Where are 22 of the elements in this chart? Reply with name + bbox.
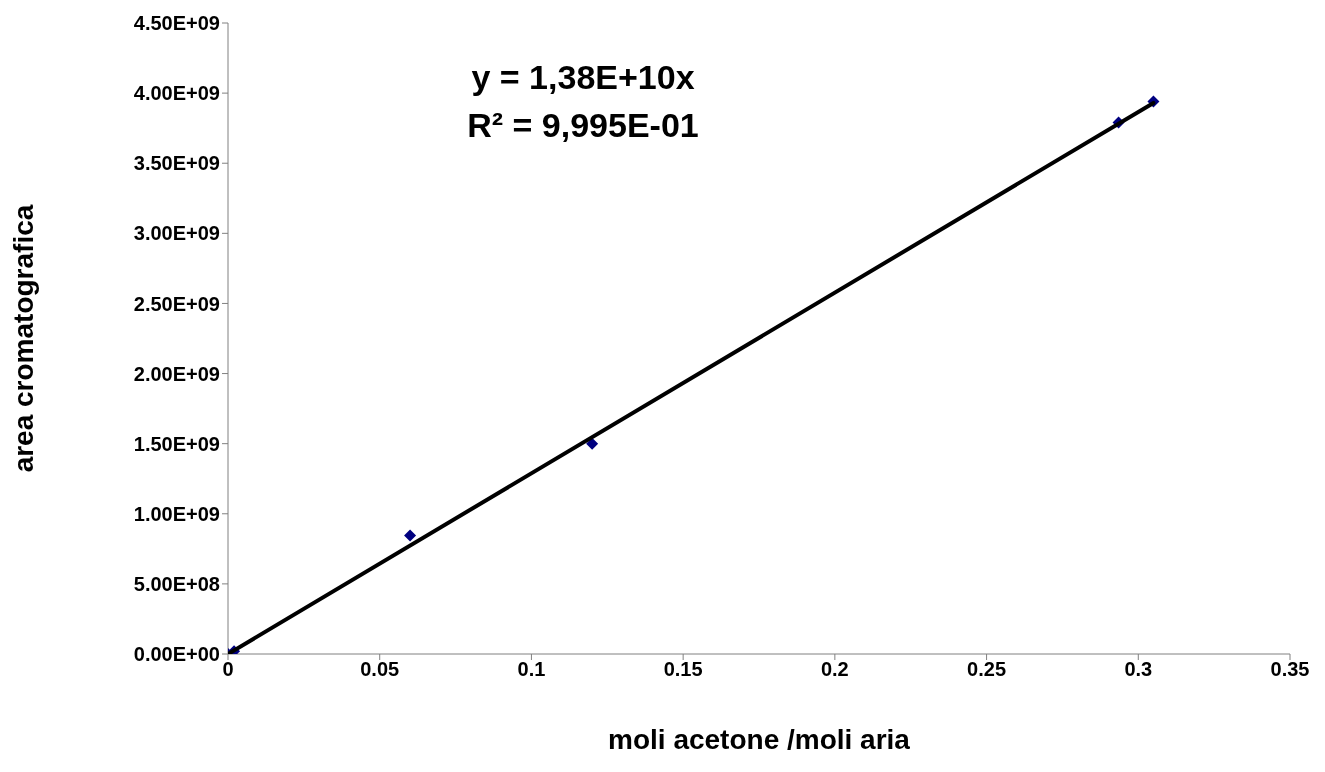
y-tick-label: 1.50E+09: [133, 432, 220, 455]
x-tick-label: 0.05: [360, 658, 400, 681]
y-tick-label: 1.00E+09: [133, 502, 220, 525]
y-tick-label: 2.50E+09: [133, 292, 220, 315]
y-tick-label: 0.00E+00: [133, 643, 220, 666]
y-tick-label: 5.00E+08: [133, 572, 220, 595]
x-tick-label: 0: [222, 658, 234, 681]
x-tick-label: 0.35: [1270, 658, 1310, 681]
x-tick-label: 0.2: [820, 658, 849, 681]
y-tick-label: 4.50E+09: [133, 12, 220, 35]
x-tick-label: 0.25: [967, 658, 1007, 681]
y-tick-label: 3.50E+09: [133, 152, 220, 175]
y-tick-label: 2.00E+09: [133, 362, 220, 385]
annotation: R² = 9,995E-01: [466, 106, 700, 145]
y-tick-label: 3.00E+09: [133, 222, 220, 245]
x-tick-label: 0.1: [517, 658, 546, 681]
x-tick-label: 0.15: [663, 658, 703, 681]
annotation: y = 1,38E+10x: [470, 58, 696, 97]
y-axis-title: area cromatografica: [7, 204, 39, 473]
x-tick-label: 0.3: [1124, 658, 1153, 681]
y-tick-label: 4.00E+09: [133, 82, 220, 105]
x-axis-title: moli acetone /moli aria: [608, 724, 911, 755]
